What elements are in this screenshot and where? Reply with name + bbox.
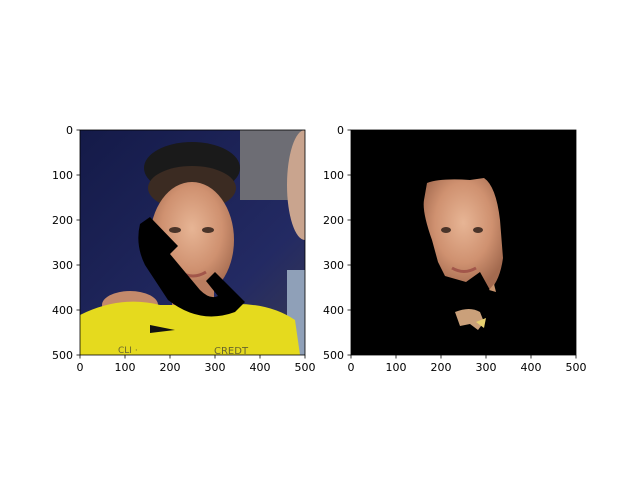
y-tick-label: 500 [52, 349, 73, 362]
x-tick-label: 400 [250, 361, 271, 374]
y-axis-right: 0 100 200 300 400 500 [323, 124, 351, 362]
x-tick-label: 100 [115, 361, 136, 374]
x-tick-label: 100 [386, 361, 407, 374]
panel-left-image: CLI · CREDT 0 100 200 300 400 500 0 100 200 300 4… [52, 124, 316, 374]
y-tick-label: 300 [323, 259, 344, 272]
x-tick-label: 200 [431, 361, 452, 374]
y-tick-label: 400 [52, 304, 73, 317]
y-tick-label: 300 [52, 259, 73, 272]
x-axis-left: 0 100 200 300 400 500 [77, 355, 316, 374]
x-tick-label: 0 [77, 361, 84, 374]
y-axis-left: 0 100 200 300 400 500 [52, 124, 80, 362]
svg-text:CREDT: CREDT [214, 346, 249, 357]
y-tick-label: 400 [323, 304, 344, 317]
panel-right-image: 0 100 200 300 400 500 0 100 200 300 400 500 [323, 124, 587, 374]
x-tick-label: 200 [160, 361, 181, 374]
y-tick-label: 100 [52, 169, 73, 182]
y-tick-label: 200 [52, 214, 73, 227]
y-tick-label: 200 [323, 214, 344, 227]
y-tick-label: 100 [323, 169, 344, 182]
svg-text:CLI ·: CLI · [118, 346, 138, 356]
panel-left-frame [79, 129, 306, 356]
x-tick-label: 300 [476, 361, 497, 374]
x-tick-label: 500 [566, 361, 587, 374]
x-tick-label: 0 [348, 361, 355, 374]
panel-right-frame [350, 129, 577, 356]
segmented-image [351, 130, 576, 355]
y-tick-label: 0 [66, 124, 73, 137]
x-tick-label: 400 [521, 361, 542, 374]
photo-image: CLI · CREDT [80, 130, 305, 357]
x-tick-label: 300 [205, 361, 226, 374]
x-axis-right: 0 100 200 300 400 500 [348, 355, 587, 374]
y-tick-label: 500 [323, 349, 344, 362]
y-tick-label: 0 [337, 124, 344, 137]
x-tick-label: 500 [295, 361, 316, 374]
